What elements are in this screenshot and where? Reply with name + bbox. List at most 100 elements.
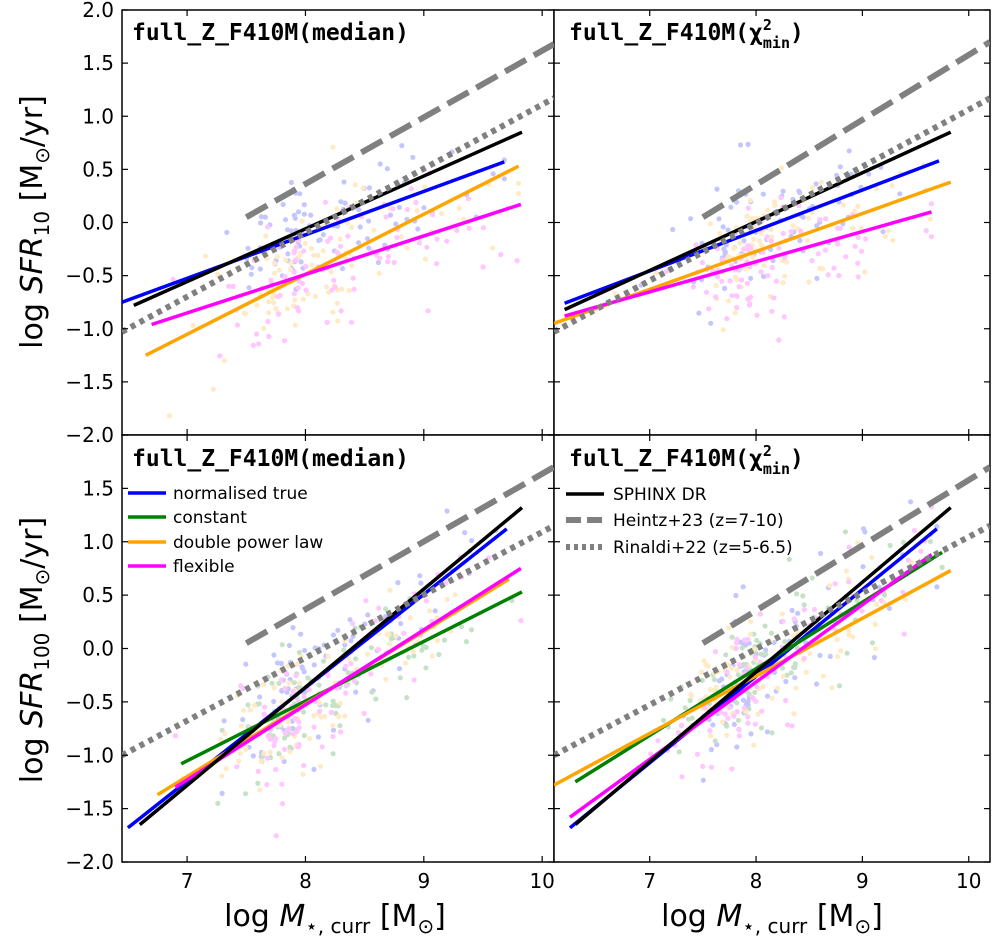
scatter-point [384, 632, 390, 638]
scatter-point [305, 291, 311, 297]
scatter-point [775, 685, 781, 691]
scatter-point [752, 689, 758, 696]
scatter-point [245, 702, 251, 708]
scatter-point [785, 722, 791, 728]
scatter-point [740, 640, 746, 646]
scatter-point [881, 599, 887, 605]
scatter-point [846, 148, 852, 154]
scatter-point [756, 686, 762, 692]
scatter-point [760, 683, 766, 690]
scatter-point [716, 678, 722, 684]
scatter-point [290, 725, 296, 732]
legend-left: normalised true constant double power la… [128, 484, 323, 577]
scatter-point [746, 664, 752, 671]
scatter-point [745, 714, 751, 720]
scatter-point [727, 705, 733, 711]
scatter-point [339, 266, 346, 272]
scatter-point [306, 735, 313, 742]
scatter-point [836, 683, 843, 689]
scatter-point [325, 672, 331, 679]
scatter-point [406, 654, 412, 660]
scatter-point [363, 598, 369, 604]
scatter-point [190, 322, 196, 328]
scatter-point [296, 719, 302, 725]
scatter-point [751, 659, 757, 666]
scatter-point [744, 280, 751, 286]
scatter-point [846, 576, 852, 582]
scatter-point [349, 319, 355, 325]
scatter-point [858, 225, 864, 231]
scatter-point [289, 718, 295, 724]
scatter-point [773, 688, 779, 694]
scatter-point [269, 680, 275, 686]
scatter-point [336, 714, 342, 720]
scatter-point [293, 286, 299, 292]
scatter-point [296, 278, 302, 284]
scatter-point [739, 277, 745, 283]
scatter-point [758, 230, 764, 236]
scatter-point [282, 746, 288, 753]
scatter-point [612, 290, 618, 297]
scatter-point [846, 632, 852, 638]
scatter-point [390, 206, 396, 212]
scatter-point [908, 560, 914, 566]
scatter-point [872, 621, 878, 628]
scatter-point [376, 647, 382, 653]
scatter-point [835, 241, 841, 247]
scatter-point [744, 664, 750, 671]
scatter-point [733, 640, 740, 646]
scatter-point [404, 207, 410, 213]
scatter-point [748, 731, 754, 737]
scatter-point [855, 260, 861, 266]
scatter-point [720, 327, 726, 333]
scatter-point [456, 205, 462, 211]
scatter-point [350, 275, 356, 281]
scatter-point [746, 695, 752, 701]
scatter-point [404, 695, 410, 701]
scatter-point [734, 293, 740, 299]
scatter-point [436, 651, 442, 658]
scatter-point [700, 706, 706, 712]
legend-right-label-1: Heintz+23 (z=7-10) [613, 511, 784, 531]
scatter-point [293, 744, 299, 750]
scatter-point [329, 287, 335, 293]
scatter-point [740, 697, 747, 703]
scatter-point [218, 736, 224, 743]
scatter-point [779, 193, 785, 199]
scatter-point [797, 237, 803, 244]
scatter-point [286, 730, 292, 737]
scatter-point [284, 671, 290, 677]
scatter-point [374, 647, 380, 654]
scatter-point [432, 608, 438, 614]
x-tick-label: 10 [529, 869, 554, 893]
scatter-point [414, 208, 420, 214]
scatter-point [342, 666, 348, 672]
scatter-point [285, 251, 291, 257]
scatter-point [723, 721, 729, 727]
scatter-point [355, 240, 362, 246]
scatter-point [219, 790, 225, 797]
scatter-point [769, 234, 775, 240]
scatter-point [764, 236, 770, 242]
scatter-point [687, 697, 693, 704]
scatter-point [784, 259, 790, 265]
scatter-point [372, 618, 378, 624]
scatter-point [335, 627, 341, 633]
x-axis-label-left: log M⋆, curr [M⊙] [224, 899, 446, 938]
scatter-point [360, 185, 366, 191]
scatter-point [746, 691, 752, 697]
scatter-point [764, 729, 771, 735]
scatter-point [243, 661, 249, 667]
scatter-point [393, 633, 399, 639]
scatter-point [514, 258, 520, 264]
scatter-point [736, 733, 743, 739]
scatter-point [315, 252, 321, 259]
scatter-point [255, 768, 261, 775]
scatter-point [292, 297, 298, 303]
scatter-point [462, 530, 468, 536]
scatter-point [337, 723, 343, 729]
scatter-point [377, 161, 383, 167]
scatter-point [745, 141, 751, 147]
scatter-point [282, 730, 288, 736]
scatter-point [792, 675, 798, 681]
